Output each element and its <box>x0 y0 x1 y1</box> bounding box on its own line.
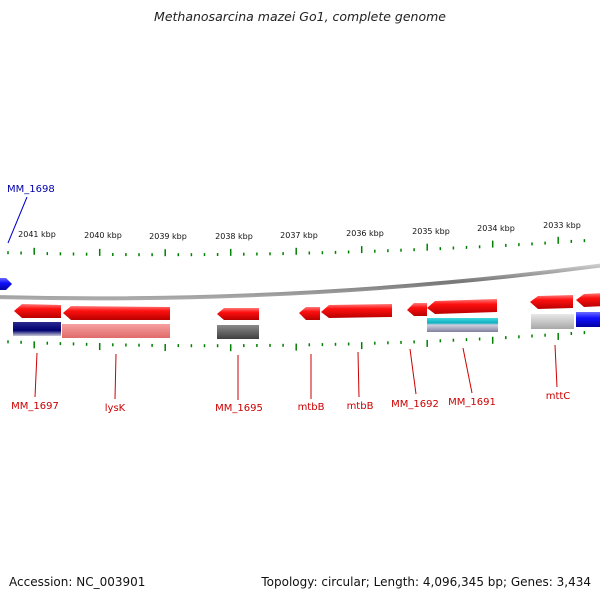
feature-bar-mm1697 <box>13 322 61 336</box>
gene-label-mm1697: MM_1697 <box>11 401 59 412</box>
gene-label-mttC: mttC <box>546 391 571 402</box>
gene-label-mm1698: MM_1698 <box>7 184 55 195</box>
genome-summary-text: Topology: circular; Length: 4,096,345 bp… <box>261 575 591 589</box>
gene-mm1698[interactable] <box>0 278 12 290</box>
genome-backbone <box>0 263 600 301</box>
reverse-genes <box>14 293 600 320</box>
scale-label-2035: 2035 kbp <box>412 227 450 236</box>
lower-scale-ticks <box>7 331 586 352</box>
scale-label-2039: 2039 kbp <box>149 232 187 241</box>
scale-label-2038: 2038 kbp <box>215 232 253 241</box>
gene-lysK[interactable] <box>63 306 170 320</box>
scale-label-2041: 2041 kbp <box>18 230 56 239</box>
gene-mm1692[interactable] <box>407 303 427 316</box>
scale-label-2034: 2034 kbp <box>477 224 515 233</box>
gene-right-edge[interactable] <box>576 293 600 307</box>
feature-bar-mm1695 <box>217 325 259 339</box>
gene-mm1697[interactable] <box>14 304 61 318</box>
gene-label-mm1695: MM_1695 <box>215 403 263 414</box>
gene-label-mtbB-1: mtbB <box>298 402 325 413</box>
gene-label-mm1692: MM_1692 <box>391 399 439 410</box>
scale-label-2036: 2036 kbp <box>346 229 384 238</box>
feature-bar-lysK <box>62 324 170 338</box>
accession-text: Accession: NC_003901 <box>9 575 146 589</box>
feature-bars <box>13 312 600 339</box>
feature-bar-mm1691 <box>427 318 498 332</box>
scale-label-2033: 2033 kbp <box>543 221 581 230</box>
gene-label-mtbB-2: mtbB <box>347 401 374 412</box>
scale-labels: 2041 kbp 2040 kbp 2039 kbp 2038 kbp 2037… <box>18 221 581 241</box>
gene-leaders <box>34 344 558 400</box>
feature-bar-mttC <box>531 314 574 329</box>
feature-bar-right <box>576 312 600 327</box>
gene-mtbB-2[interactable] <box>321 304 392 318</box>
scale-label-2037: 2037 kbp <box>280 231 318 240</box>
gene-label-mm1691: MM_1691 <box>448 397 496 408</box>
gene-label-lysK: lysK <box>105 403 126 414</box>
gene-labels: MM_1697 lysK MM_1695 mtbB mtbB MM_1692 M… <box>11 391 570 414</box>
upper-scale-ticks <box>7 236 586 257</box>
gene-mtbB-1[interactable] <box>299 307 320 320</box>
gene-mm1698-leader <box>7 196 28 244</box>
map-title: Methanosarcina mazei Go1, complete genom… <box>154 9 446 24</box>
gene-mttC[interactable] <box>530 295 573 309</box>
gene-mm1695[interactable] <box>217 308 259 320</box>
gene-mm1691[interactable] <box>427 299 497 314</box>
scale-label-2040: 2040 kbp <box>84 231 122 240</box>
